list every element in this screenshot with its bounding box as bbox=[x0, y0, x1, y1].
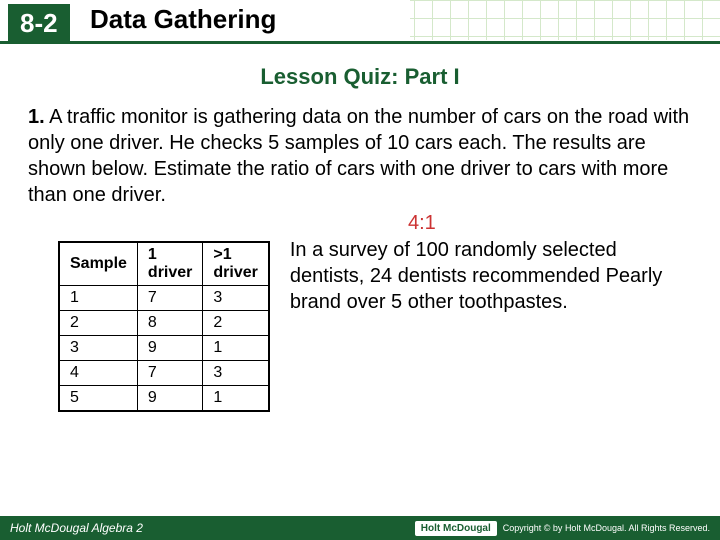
footer-right: Holt McDougal Copyright © by Holt McDoug… bbox=[415, 521, 710, 536]
table-cell: 9 bbox=[137, 386, 202, 412]
table-cell: 4 bbox=[59, 361, 137, 386]
section-number-badge: 8-2 bbox=[8, 4, 70, 43]
section-title: Data Gathering bbox=[90, 4, 276, 35]
top-header: 8-2 Data Gathering bbox=[0, 0, 720, 42]
table-cell: 2 bbox=[59, 311, 137, 336]
header-underline bbox=[0, 41, 720, 44]
publisher-badge: Holt McDougal bbox=[415, 521, 497, 536]
side-paragraph: In a survey of 100 randomly selected den… bbox=[270, 237, 690, 412]
table-header-cell: >1 driver bbox=[203, 242, 269, 286]
quiz-title: Lesson Quiz: Part I bbox=[0, 64, 720, 90]
data-table: Sample 1 driver >1 driver 17328239147359… bbox=[58, 241, 270, 412]
table-row: 591 bbox=[59, 386, 269, 412]
table-cell: 3 bbox=[203, 286, 269, 311]
table-row: 473 bbox=[59, 361, 269, 386]
copyright-text: Copyright © by Holt McDougal. All Rights… bbox=[503, 523, 710, 533]
content-area: 1. A traffic monitor is gathering data o… bbox=[0, 90, 720, 412]
table-cell: 1 bbox=[203, 386, 269, 412]
data-table-wrap: Sample 1 driver >1 driver 17328239147359… bbox=[58, 241, 270, 412]
table-cell: 1 bbox=[59, 286, 137, 311]
table-cell: 3 bbox=[203, 361, 269, 386]
table-cell: 2 bbox=[203, 311, 269, 336]
table-cell: 7 bbox=[137, 286, 202, 311]
table-row: 391 bbox=[59, 336, 269, 361]
lower-row: Sample 1 driver >1 driver 17328239147359… bbox=[28, 237, 690, 412]
question-text: A traffic monitor is gathering data on t… bbox=[28, 106, 689, 206]
answer-text: 4:1 bbox=[28, 212, 690, 235]
table-row: 282 bbox=[59, 311, 269, 336]
footer-left-text: Holt McDougal Algebra 2 bbox=[10, 521, 143, 535]
table-header-cell: 1 driver bbox=[137, 242, 202, 286]
table-cell: 9 bbox=[137, 336, 202, 361]
table-cell: 8 bbox=[137, 311, 202, 336]
footer-bar: Holt McDougal Algebra 2 Holt McDougal Co… bbox=[0, 516, 720, 540]
table-cell: 3 bbox=[59, 336, 137, 361]
table-row: 173 bbox=[59, 286, 269, 311]
table-header-row: Sample 1 driver >1 driver bbox=[59, 242, 269, 286]
table-cell: 1 bbox=[203, 336, 269, 361]
table-cell: 7 bbox=[137, 361, 202, 386]
table-cell: 5 bbox=[59, 386, 137, 412]
question-number: 1. bbox=[28, 106, 45, 128]
table-header-cell: Sample bbox=[59, 242, 137, 286]
question-block: 1. A traffic monitor is gathering data o… bbox=[28, 104, 690, 208]
